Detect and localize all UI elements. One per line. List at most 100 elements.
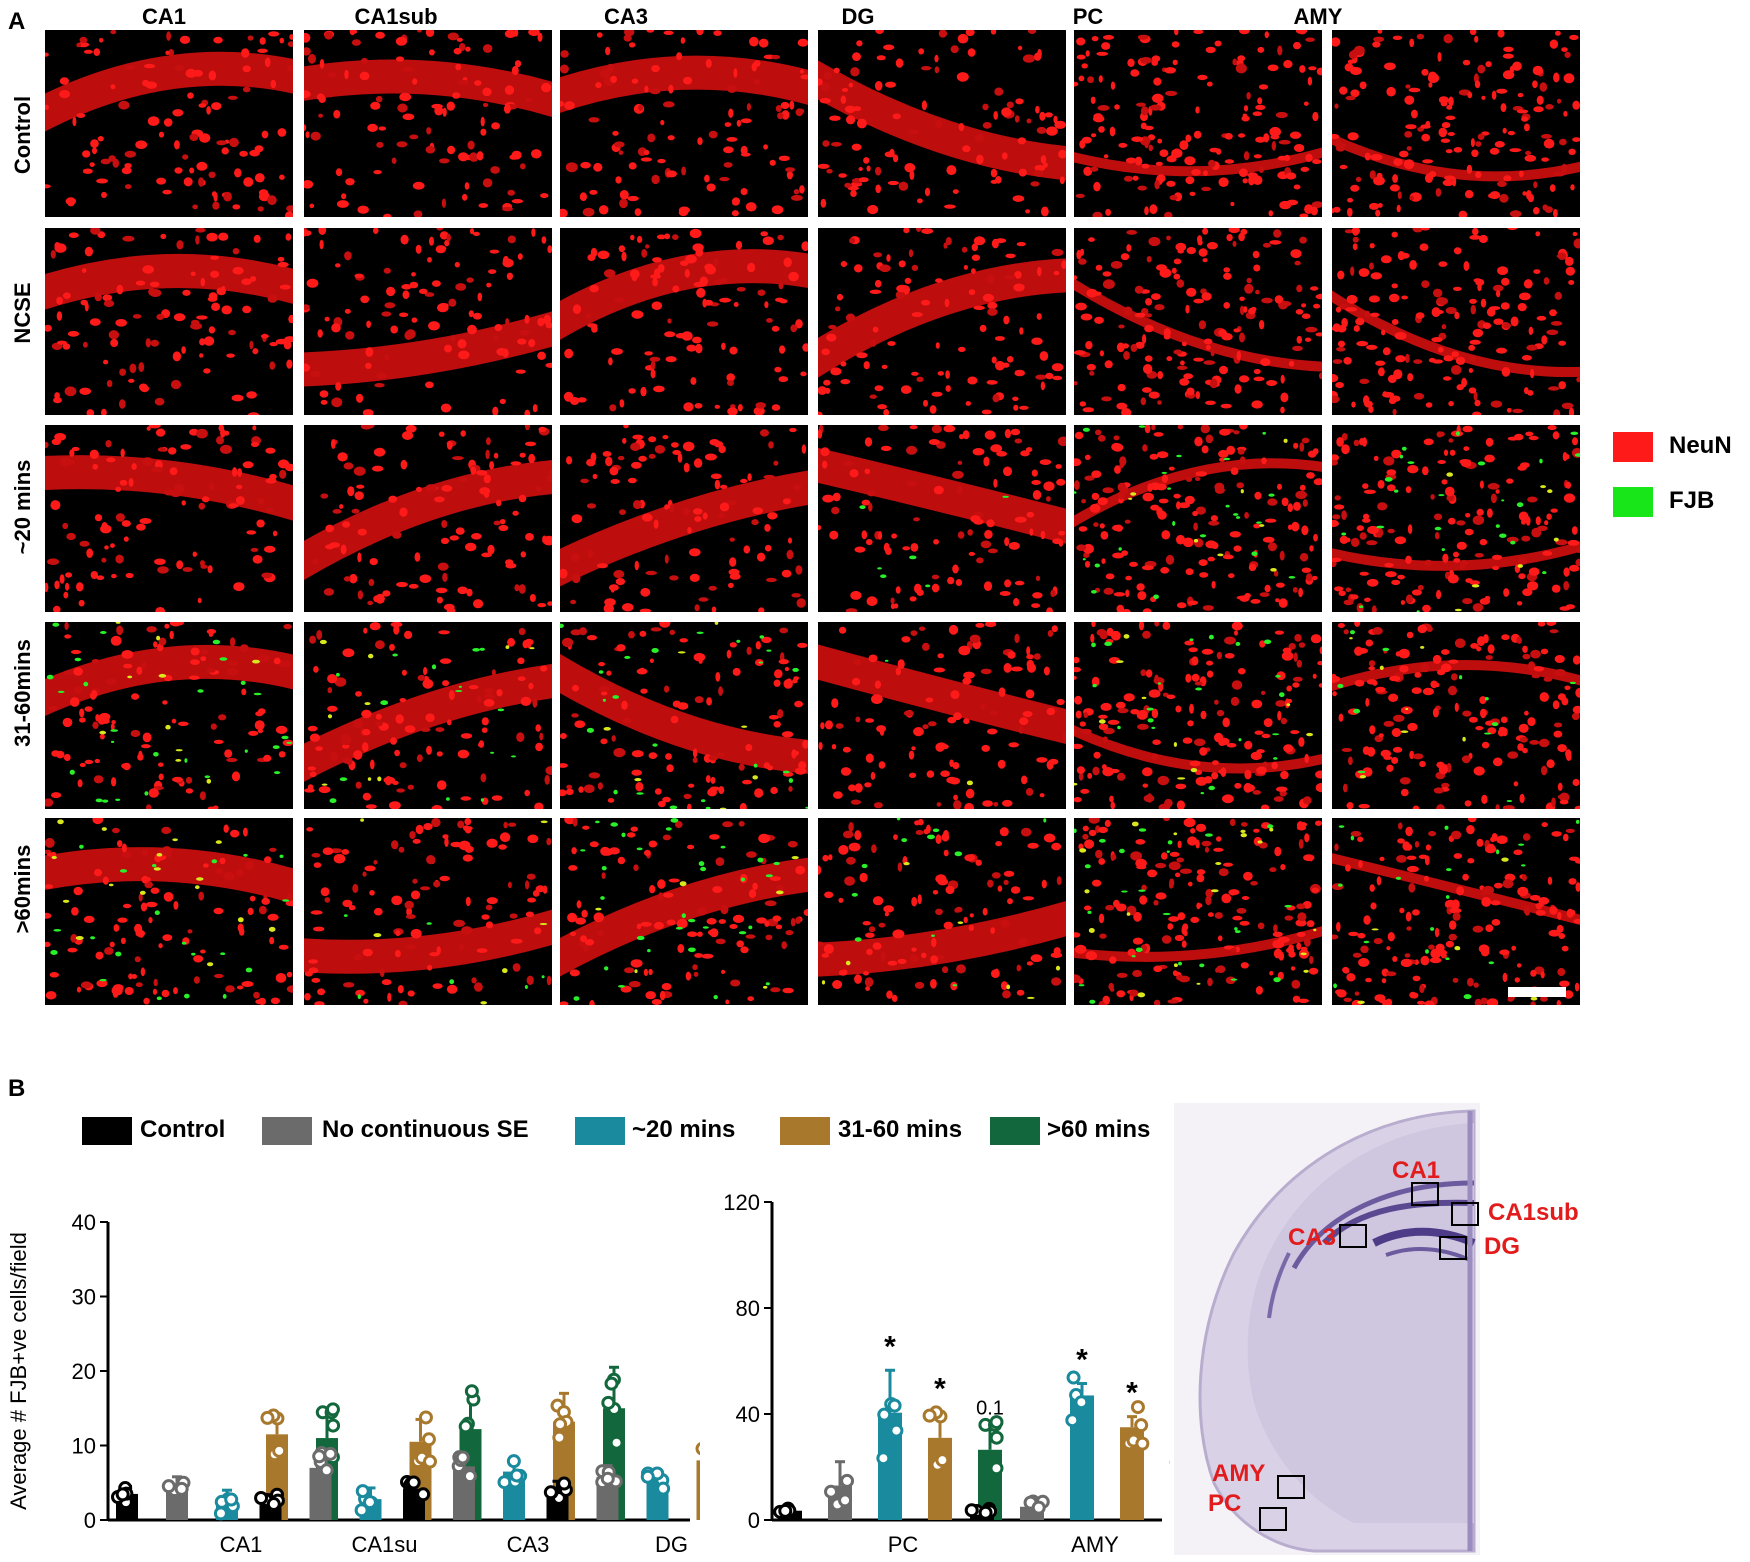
data-point	[1130, 1400, 1145, 1415]
micrograph-tile	[560, 425, 808, 612]
data-point	[840, 1473, 855, 1488]
legend-swatch-60-mins	[990, 1117, 1040, 1145]
chart-hippocampus-fjb: 0 10 20 30 40 Average # FJB+ve cells/field CA1…	[6, 1210, 700, 1557]
column-label-pc: PC	[1072, 4, 1104, 29]
data-point	[609, 1435, 624, 1450]
micrograph-tile	[304, 622, 552, 809]
row-label-31-60-mins: 31-60mins	[10, 639, 35, 747]
data-point	[695, 1442, 700, 1456]
micrograph-tile	[818, 425, 1066, 612]
micrograph-tile	[560, 818, 808, 1005]
data-point	[989, 1461, 1004, 1476]
micrograph-tile	[560, 622, 808, 809]
neun-legend-swatch	[1613, 432, 1653, 462]
data-point	[697, 1465, 700, 1476]
data-point	[362, 1495, 377, 1510]
data-point	[406, 1475, 421, 1490]
data-point	[824, 1484, 839, 1499]
micrograph-tile	[45, 622, 293, 809]
data-point	[889, 1423, 904, 1438]
data-point	[174, 1481, 189, 1496]
micrograph-tile	[45, 425, 293, 612]
y-tick-label: 120	[723, 1190, 760, 1215]
column-label-ca3: CA3	[603, 4, 648, 29]
y-tick-label: 40	[72, 1210, 96, 1235]
data-point	[876, 1451, 891, 1466]
micrograph-tile	[818, 30, 1066, 217]
brain-section-image	[1174, 1103, 1480, 1555]
y-tick-label: 80	[736, 1296, 760, 1321]
data-point	[877, 1407, 892, 1422]
fjb-legend-label: FJB	[1669, 487, 1715, 514]
micrograph-tile	[1074, 30, 1322, 217]
data-point	[266, 1497, 281, 1512]
data-point	[601, 1395, 616, 1410]
x-category-label: CA3	[507, 1532, 550, 1557]
data-point	[989, 1430, 1004, 1445]
data-point	[1031, 1500, 1046, 1515]
data-point	[557, 1476, 572, 1491]
bar	[309, 1467, 332, 1520]
x-category-label: DG	[655, 1532, 688, 1557]
legend-swatch-no-continuous-se	[262, 1117, 312, 1145]
significance-annotation: 0.1	[976, 1398, 1004, 1420]
micrograph-tile	[1332, 30, 1580, 217]
data-point	[319, 1463, 334, 1478]
micrograph-tile	[818, 228, 1066, 415]
data-point	[838, 1493, 853, 1508]
data-point	[462, 1469, 477, 1484]
micrograph-tile	[1074, 818, 1322, 1005]
micrograph-tile	[818, 622, 1066, 809]
micrograph-tile	[1074, 425, 1322, 612]
bar	[928, 1437, 952, 1520]
data-point	[600, 1471, 615, 1486]
data-point	[422, 1454, 437, 1469]
data-point	[978, 1505, 993, 1520]
y-tick-label: 10	[72, 1434, 96, 1459]
scale-bar	[1508, 987, 1566, 997]
column-label-ca1sub: CA1sub	[354, 4, 438, 29]
data-point	[1135, 1436, 1150, 1451]
data-point	[464, 1384, 479, 1399]
data-point	[640, 1469, 655, 1484]
data-point	[213, 1506, 228, 1521]
column-label-amy: AMY	[1293, 4, 1343, 29]
y-tick-label: 0	[84, 1508, 96, 1533]
brain-label-ca1: CA1	[1392, 1157, 1441, 1184]
y-tick-label: 0	[748, 1508, 760, 1533]
y-tick-label: 20	[72, 1359, 96, 1384]
micrograph-tile	[1332, 228, 1580, 415]
data-point	[1065, 1413, 1080, 1428]
legend-label-no-continuous-se: No continuous SE	[322, 1116, 529, 1143]
data-point	[323, 1446, 338, 1461]
data-point	[161, 1479, 176, 1494]
data-point	[553, 1417, 568, 1432]
y-tick-label: 40	[736, 1402, 760, 1427]
significance-annotation: *	[884, 1330, 896, 1363]
data-point	[506, 1454, 521, 1469]
bar	[696, 1460, 700, 1520]
row-label-60-mins: >60mins	[10, 844, 35, 934]
micrograph-tile	[304, 30, 552, 217]
x-category-label: CA1su	[351, 1532, 417, 1557]
column-label-dg: DG	[841, 4, 875, 29]
data-point	[1074, 1395, 1089, 1410]
data-point	[509, 1468, 524, 1483]
brain-label-dg: DG	[1484, 1233, 1520, 1260]
panel-b-letter: B	[8, 1075, 26, 1102]
data-point	[922, 1408, 937, 1423]
data-point	[421, 1432, 436, 1447]
data-point	[887, 1398, 902, 1413]
data-point	[224, 1492, 239, 1507]
data-point	[325, 1402, 340, 1417]
legend-label-control: Control	[140, 1116, 226, 1143]
micrograph-tile	[45, 30, 293, 217]
legend-swatch-20-mins	[575, 1117, 625, 1145]
legend-swatch-control	[82, 1117, 132, 1145]
data-point	[354, 1503, 369, 1518]
data-point	[254, 1491, 269, 1506]
data-point	[115, 1487, 130, 1502]
data-point	[272, 1443, 287, 1458]
row-label-20-mins: ~20 mins	[10, 459, 35, 555]
significance-annotation: *	[1076, 1344, 1088, 1377]
